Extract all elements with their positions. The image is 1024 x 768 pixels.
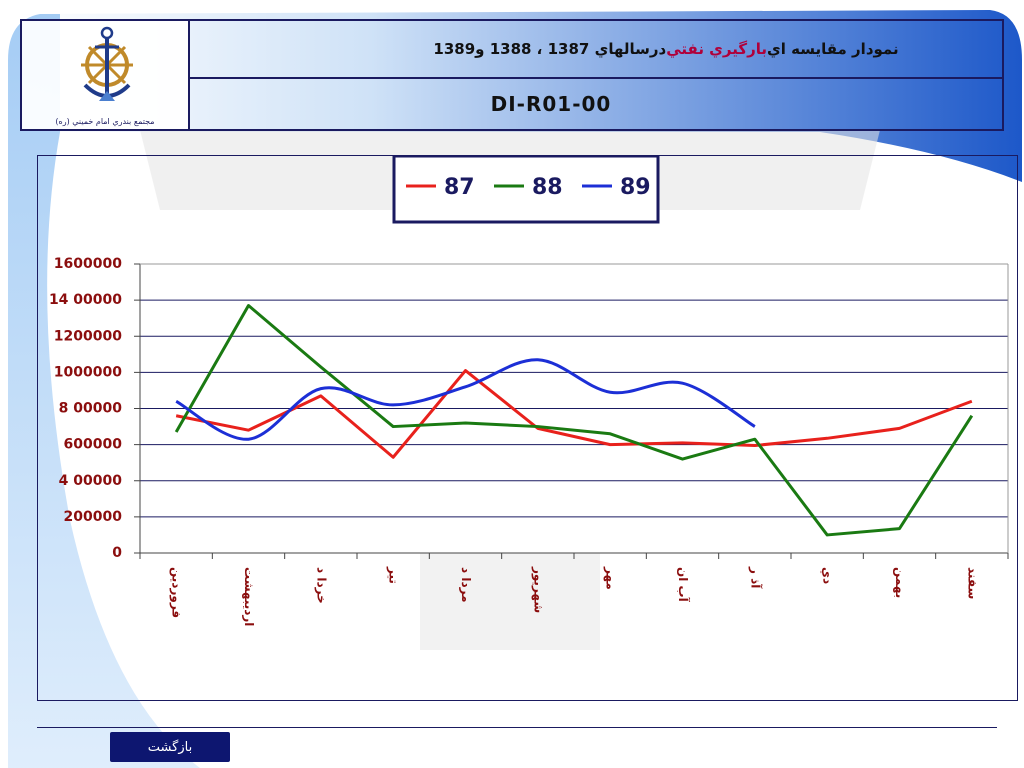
legend-box: [392, 156, 660, 224]
y-tick-label: 0: [112, 545, 122, 561]
logo-caption: مجتمع بندري امام خميني (ره): [55, 117, 155, 126]
line-chart: 0 200000 4 00000 600000 8 00000 1000000 120000…: [49, 156, 1009, 626]
footer-divider: [37, 727, 997, 728]
x-category-label: سفند: [965, 567, 979, 599]
header-table: مجتمع بندري امام خميني (ره) نمودار مقايس…: [20, 19, 1004, 131]
document-code: DI-R01-00: [490, 92, 612, 116]
x-category-label: تير: [387, 566, 401, 584]
logo-cell: مجتمع بندري امام خميني (ره): [22, 21, 190, 129]
y-tick-label: 4 00000: [59, 473, 123, 489]
series-line-87: [175, 369, 973, 459]
x-category-label: آذ ر: [748, 566, 763, 589]
series-line-88: [174, 304, 974, 537]
x-category-label: خردا د: [314, 567, 328, 604]
x-category-label: ارديبهشت: [242, 567, 256, 626]
y-tick-label: 14 00000: [49, 292, 122, 308]
y-tick-label: 600000: [64, 437, 123, 453]
anchor-wheel-logo-icon: [81, 26, 133, 101]
x-category-label: دي: [821, 567, 835, 584]
chart-frame: 0 200000 4 00000 600000 8 00000 1000000 120000…: [37, 155, 1018, 701]
series-line-89: [175, 358, 756, 441]
title-part1: نمودار مقايسه اي: [767, 40, 899, 58]
y-tick-label: 1600000: [54, 256, 122, 272]
y-tick-label: 1000000: [54, 364, 122, 380]
x-category-label: مهر: [604, 566, 618, 590]
legend-label-87: 87: [444, 175, 475, 200]
legend-label-88: 88: [532, 175, 563, 200]
legend-label-89: 89: [620, 175, 651, 200]
x-category-label: آب ان: [676, 567, 691, 603]
x-category-label: مردا د: [459, 567, 473, 603]
y-tick-label: 200000: [64, 509, 123, 525]
x-category-label: شهريور: [530, 566, 545, 613]
back-button[interactable]: بازگشت: [110, 732, 230, 762]
y-tick-label: 8 00000: [59, 401, 123, 417]
y-tick-label: 1200000: [54, 328, 122, 344]
title-part2: درسالهاي 1387 ، 1388 و1389: [433, 40, 667, 58]
x-category-label: بهمن: [893, 567, 907, 598]
x-category-label: فروردين: [169, 567, 184, 618]
title-highlight: بارگيري نفتي: [666, 40, 767, 58]
page-title: نمودار مقايسه اي بارگيري نفتي درسالهاي 1…: [190, 21, 1002, 79]
